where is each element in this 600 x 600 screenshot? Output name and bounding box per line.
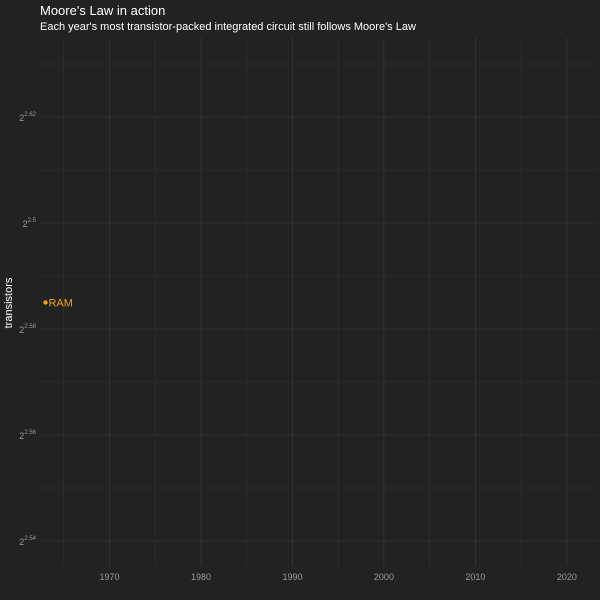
chart-subtitle: Each year's most transistor-packed integ… — [40, 21, 416, 33]
data-point-label: RAM — [48, 298, 72, 310]
y-tick-label: 22.62 — [19, 112, 36, 123]
chart-title: Moore's Law in action — [40, 3, 166, 18]
x-tick-label: 1970 — [100, 572, 120, 582]
data-point — [43, 300, 48, 305]
y-tick-label: 22.58 — [19, 324, 36, 335]
y-tick-label: 22.54 — [19, 536, 36, 547]
x-tick-label: 1980 — [191, 572, 211, 582]
y-axis-label: transistors — [3, 277, 15, 328]
x-tick-label: 2000 — [374, 572, 394, 582]
x-tick-label: 2010 — [465, 572, 485, 582]
x-tick-label: 1990 — [282, 572, 302, 582]
y-tick-label: 22.5 — [23, 218, 37, 229]
y-tick-label: 22.56 — [19, 430, 36, 441]
x-tick-label: 2020 — [557, 572, 577, 582]
